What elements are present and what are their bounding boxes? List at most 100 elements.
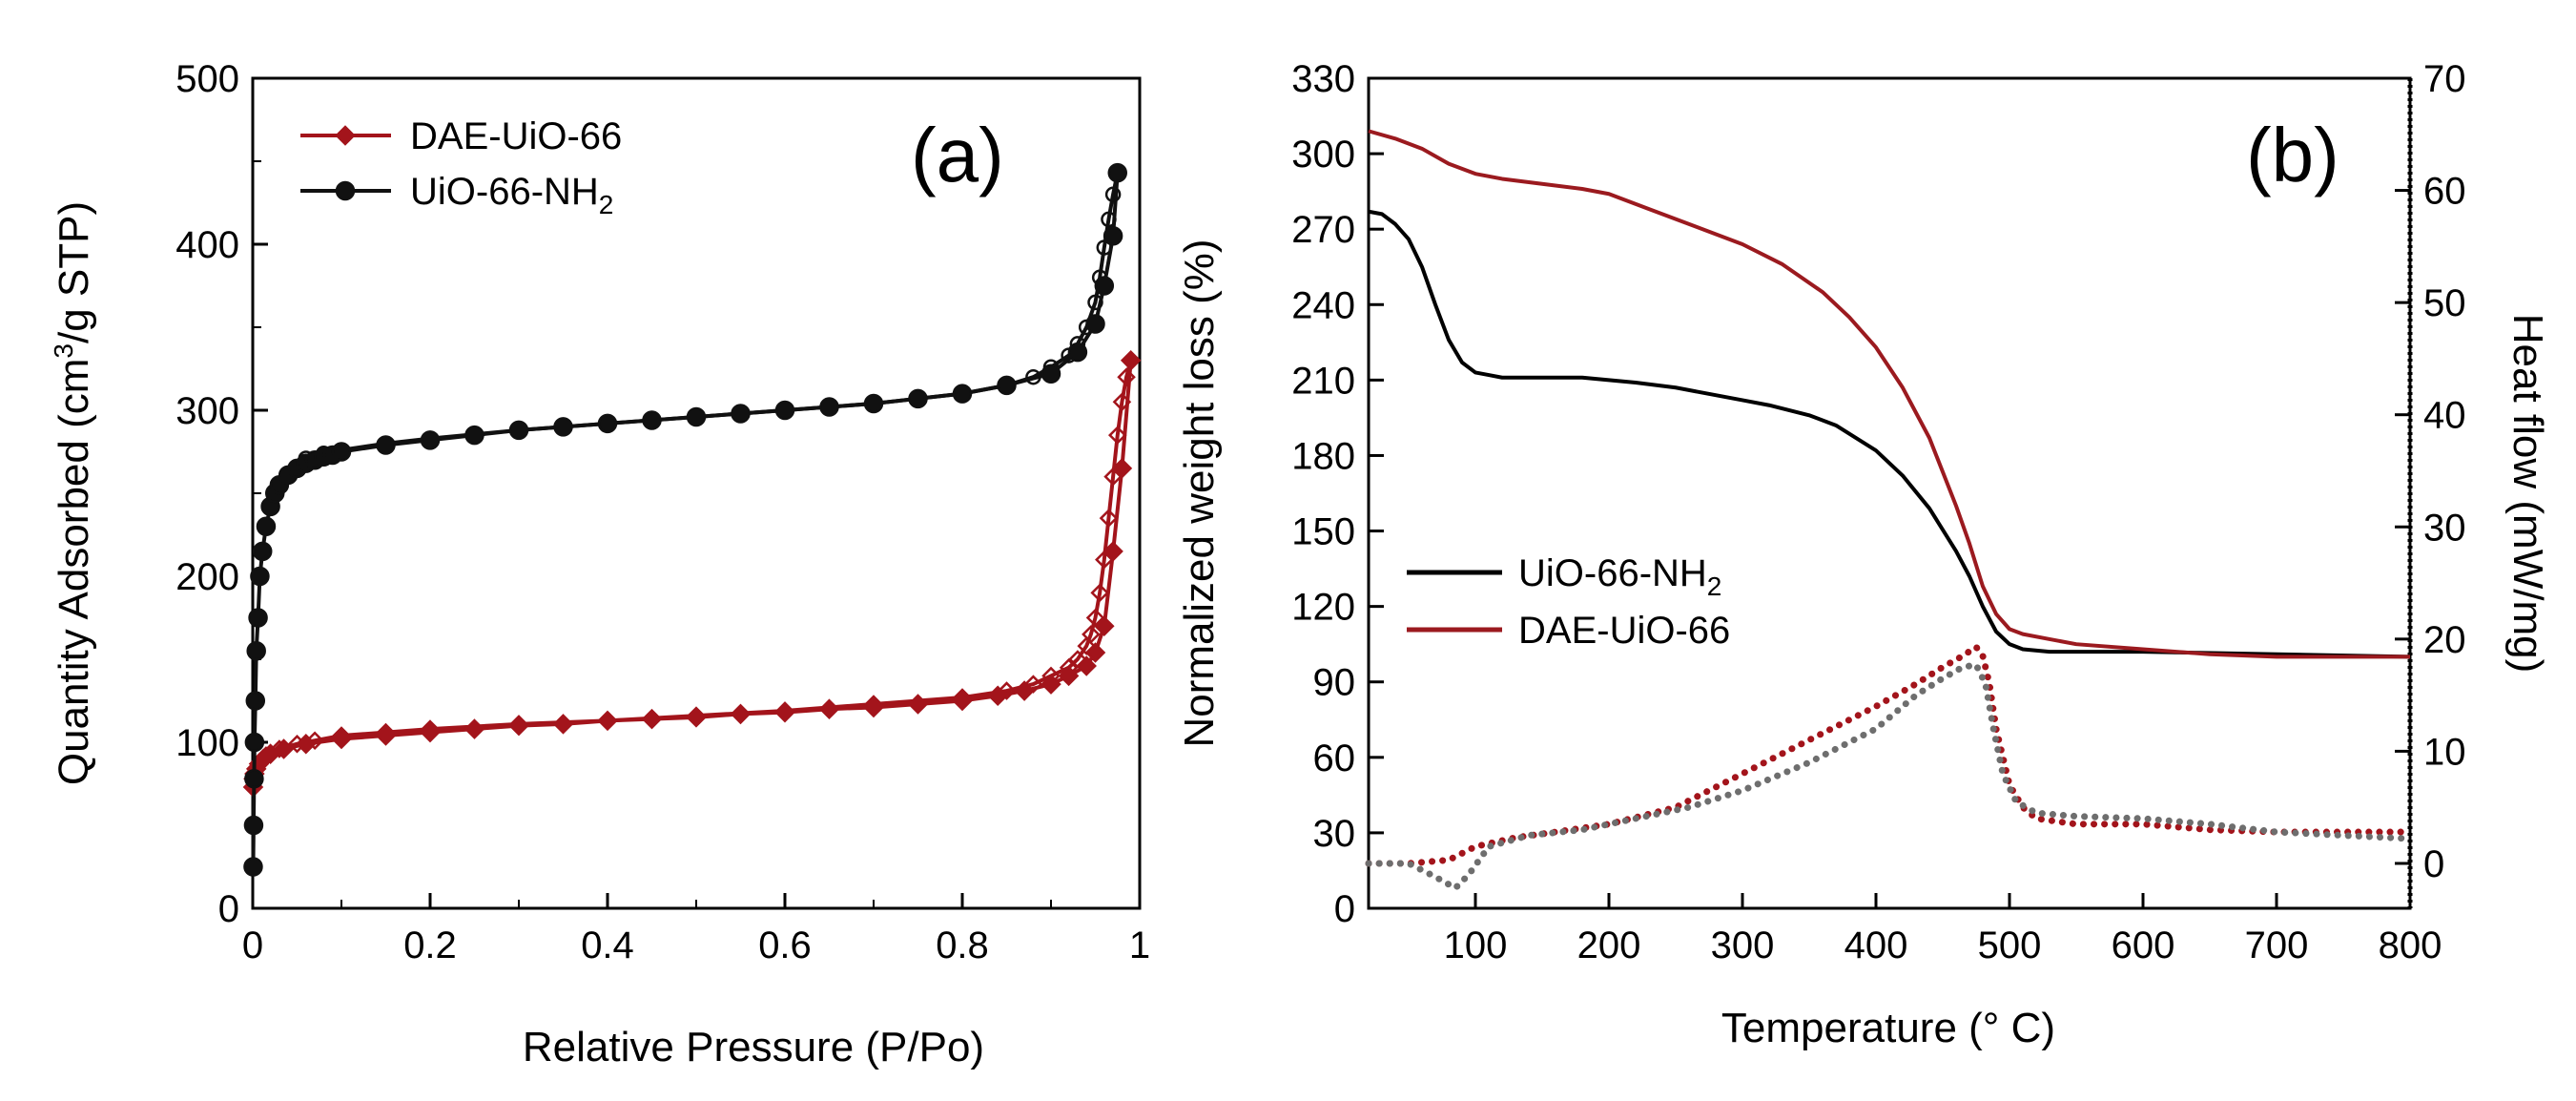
adsorption-point bbox=[464, 425, 484, 446]
y-tick-label: 500 bbox=[175, 58, 239, 100]
adsorption-point bbox=[243, 815, 264, 836]
desorption-point bbox=[1107, 426, 1127, 445]
desorption-point bbox=[1117, 367, 1136, 386]
y-tick-label: 90 bbox=[1313, 662, 1356, 704]
y2-tick-label: 70 bbox=[2423, 58, 2466, 100]
adsorption-point bbox=[952, 384, 973, 404]
y2-tick-label: 20 bbox=[2423, 619, 2466, 661]
panel-b-y2-axis-title: Heat flow (mW/mg) bbox=[2504, 314, 2551, 673]
adsorption-point bbox=[376, 435, 396, 455]
y2-tick-label: 40 bbox=[2423, 395, 2466, 437]
x-tick-label: 300 bbox=[1711, 924, 1775, 966]
x-tick-label: 700 bbox=[2245, 924, 2309, 966]
panel-a-y-axis-title: Quantity Adsorbed (cm3/g STP) bbox=[49, 201, 97, 785]
panel-a-legend: DAE-UiO-66 UiO-66-NH2 bbox=[300, 115, 622, 219]
uio-66-nh2-adsorption-line bbox=[251, 173, 1120, 867]
y-tick-label: 0 bbox=[1334, 888, 1355, 930]
x-tick-label: 0 bbox=[242, 924, 263, 966]
panel-b-plot-frame bbox=[1367, 76, 2412, 910]
adsorption-point bbox=[1085, 314, 1105, 334]
adsorption-point bbox=[642, 410, 662, 430]
legend-label: UiO-66-NH2 bbox=[410, 171, 613, 219]
adsorption-point bbox=[997, 375, 1017, 396]
adsorption-point bbox=[863, 696, 884, 718]
y-tick-label: 150 bbox=[1291, 511, 1355, 553]
dae-uio-66-desorption-line bbox=[265, 360, 1133, 758]
panel-b-series bbox=[1365, 129, 2414, 892]
adsorption-point bbox=[686, 406, 707, 427]
series-uio-66-nh2-heat-flow bbox=[1365, 661, 2414, 892]
desorption-point bbox=[1090, 583, 1109, 603]
x-tick-label: 100 bbox=[1444, 924, 1508, 966]
legend-marker bbox=[335, 180, 356, 201]
legend-entry-uio-66-nh2: UiO-66-NH2 bbox=[1407, 552, 1721, 601]
adsorption-point bbox=[1076, 655, 1097, 676]
desorption-point bbox=[1087, 294, 1103, 311]
adsorption-point bbox=[774, 701, 795, 723]
y-tick-label: 30 bbox=[1313, 813, 1356, 855]
y-tick-label: 270 bbox=[1291, 209, 1355, 251]
adsorption-point bbox=[243, 857, 263, 877]
adsorption-point bbox=[296, 733, 317, 755]
x-tick-label: 1 bbox=[1129, 924, 1150, 966]
adsorption-point bbox=[819, 397, 839, 417]
adsorption-point bbox=[420, 430, 441, 450]
panel-a-label: (a) bbox=[911, 113, 1004, 197]
y-tick-label: 240 bbox=[1291, 284, 1355, 326]
panel-b-left-y-ticks: 0 30 60 90 120 150 180 210 240 270 300 330 bbox=[1291, 58, 1384, 930]
y-tick-label: 330 bbox=[1291, 58, 1355, 100]
adsorption-point bbox=[907, 694, 929, 715]
adsorption-point bbox=[244, 732, 265, 753]
panel-b-x-axis-title: Temperature (° C) bbox=[1721, 1005, 2055, 1051]
panel-a-x-axis-title: Relative Pressure (P/Po) bbox=[523, 1024, 984, 1070]
x-tick-label: 500 bbox=[1978, 924, 2042, 966]
adsorption-point bbox=[508, 420, 529, 441]
adsorption-point bbox=[597, 710, 618, 732]
desorption-point bbox=[997, 681, 1017, 700]
panel-a-series bbox=[242, 162, 1142, 877]
adsorption-point bbox=[1094, 615, 1115, 636]
adsorption-point bbox=[252, 541, 273, 562]
y-tick-label: 100 bbox=[175, 722, 239, 764]
adsorption-point bbox=[1058, 665, 1080, 687]
adsorption-point bbox=[256, 516, 277, 537]
legend-entry-dae-uio-66: DAE-UiO-66 bbox=[300, 115, 622, 157]
x-tick-label: 600 bbox=[2112, 924, 2175, 966]
adsorption-point bbox=[731, 404, 751, 424]
x-tick-label: 200 bbox=[1577, 924, 1641, 966]
y-tick-label: 120 bbox=[1291, 587, 1355, 629]
adsorption-point bbox=[248, 608, 268, 628]
adsorption-point bbox=[552, 714, 574, 735]
panel-b-y-axis-title: Normalized weight loss (%) bbox=[1176, 239, 1223, 747]
panel-a-adsorption-isotherm: 0 100 200 300 400 500 0 0.2 0.4 0.6 0.8 1 Relative… bbox=[49, 58, 1150, 1070]
y2-tick-label: 0 bbox=[2423, 843, 2444, 885]
adsorption-point bbox=[331, 442, 352, 462]
legend-label: DAE-UiO-66 bbox=[1518, 610, 1730, 652]
y2-tick-label: 10 bbox=[2423, 731, 2466, 773]
adsorption-point bbox=[1084, 642, 1106, 663]
y-tick-label: 0 bbox=[218, 888, 239, 930]
legend-label: DAE-UiO-66 bbox=[410, 115, 622, 157]
y-tick-label: 210 bbox=[1291, 360, 1355, 402]
adsorption-point bbox=[1094, 276, 1115, 296]
adsorption-point bbox=[1103, 541, 1123, 562]
adsorption-point bbox=[818, 698, 840, 719]
desorption-point bbox=[1099, 509, 1119, 528]
y2-tick-label: 60 bbox=[2423, 171, 2466, 213]
adsorption-point bbox=[246, 641, 266, 661]
adsorption-point bbox=[464, 718, 485, 739]
y-tick-label: 180 bbox=[1291, 435, 1355, 477]
legend-marker bbox=[335, 125, 356, 146]
adsorption-point bbox=[1120, 350, 1142, 371]
adsorption-point bbox=[774, 400, 795, 421]
adsorption-point bbox=[1067, 342, 1088, 363]
y-tick-label: 300 bbox=[175, 390, 239, 432]
panel-b-legend: UiO-66-NH2 DAE-UiO-66 bbox=[1407, 552, 1730, 652]
legend-entry-dae-uio-66: DAE-UiO-66 bbox=[1407, 610, 1730, 652]
adsorption-point bbox=[1107, 162, 1127, 183]
adsorption-point bbox=[730, 703, 752, 725]
adsorption-point bbox=[245, 691, 266, 711]
adsorption-point bbox=[908, 388, 928, 409]
adsorption-point bbox=[273, 738, 295, 759]
